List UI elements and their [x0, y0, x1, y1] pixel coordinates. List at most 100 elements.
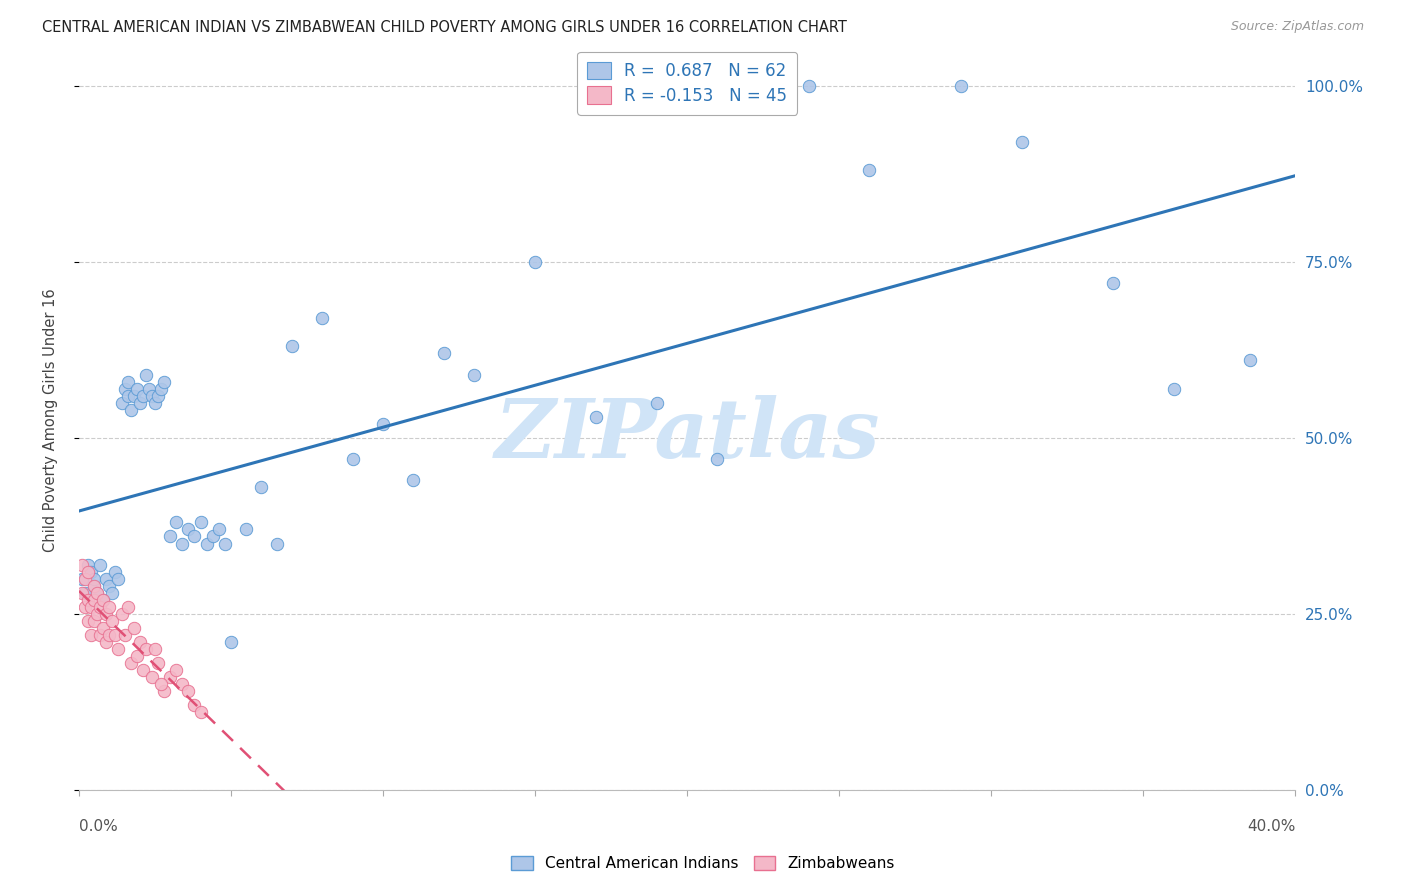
Point [371, 417, 394, 431]
Point [135, 368, 157, 382]
Point [70, 572, 93, 586]
Point [91, 621, 114, 635]
Point [70, 586, 93, 600]
Point [101, 614, 124, 628]
Point [110, 395, 132, 409]
Point [83, 592, 105, 607]
Point [107, 642, 129, 657]
Point [80, 599, 103, 614]
Point [214, 536, 236, 550]
Legend: Central American Indians, Zimbabweans: Central American Indians, Zimbabweans [505, 849, 901, 877]
Text: 40.0%: 40.0% [1247, 820, 1295, 835]
Point [143, 642, 166, 657]
Point [77, 558, 100, 572]
Point [165, 663, 187, 677]
Point [83, 579, 105, 593]
Point [117, 389, 139, 403]
Legend: R =  0.687   N = 62, R = -0.153   N = 45: R = 0.687 N = 62, R = -0.153 N = 45 [578, 52, 797, 114]
Point [183, 529, 205, 543]
Point [86, 586, 108, 600]
Point [150, 677, 173, 691]
Point [132, 663, 155, 677]
Point [101, 586, 124, 600]
Point [125, 382, 148, 396]
Point [706, 452, 728, 467]
Point [73, 586, 96, 600]
Point [463, 368, 485, 382]
Point [195, 536, 218, 550]
Text: Source: ZipAtlas.com: Source: ZipAtlas.com [1230, 20, 1364, 33]
Point [73, 572, 96, 586]
Point [1101, 276, 1123, 290]
Point [128, 395, 150, 409]
Point [190, 706, 212, 720]
Point [110, 607, 132, 621]
Point [128, 635, 150, 649]
Point [141, 670, 163, 684]
Point [235, 523, 257, 537]
Text: CENTRAL AMERICAN INDIAN VS ZIMBABWEAN CHILD POVERTY AMONG GIRLS UNDER 16 CORRELA: CENTRAL AMERICAN INDIAN VS ZIMBABWEAN CH… [42, 20, 846, 35]
Point [96, 572, 118, 586]
Point [250, 480, 273, 494]
Point [165, 516, 187, 530]
Point [77, 592, 100, 607]
Y-axis label: Child Poverty Among Girls Under 16: Child Poverty Among Girls Under 16 [44, 288, 58, 552]
Point [96, 635, 118, 649]
Point [83, 614, 105, 628]
Point [208, 523, 231, 537]
Point [91, 592, 114, 607]
Point [201, 529, 224, 543]
Point [172, 677, 194, 691]
Point [266, 536, 288, 550]
Point [159, 529, 181, 543]
Point [402, 473, 425, 487]
Point [177, 523, 200, 537]
Point [190, 516, 212, 530]
Point [150, 382, 173, 396]
Point [177, 684, 200, 698]
Point [117, 375, 139, 389]
Point [86, 586, 108, 600]
Point [138, 382, 160, 396]
Point [146, 389, 169, 403]
Point [73, 599, 96, 614]
Point [159, 670, 181, 684]
Point [153, 684, 176, 698]
Point [143, 395, 166, 409]
Point [949, 78, 972, 93]
Point [645, 395, 668, 409]
Point [98, 579, 121, 593]
Point [132, 389, 155, 403]
Point [114, 382, 136, 396]
Point [342, 452, 364, 467]
Point [83, 579, 105, 593]
Point [122, 621, 145, 635]
Point [311, 311, 333, 326]
Point [114, 628, 136, 642]
Point [141, 389, 163, 403]
Point [104, 628, 127, 642]
Point [1011, 135, 1033, 149]
Point [117, 599, 139, 614]
Point [219, 635, 242, 649]
Point [858, 163, 880, 178]
Point [80, 628, 103, 642]
Point [797, 78, 820, 93]
Point [98, 599, 121, 614]
Point [125, 649, 148, 664]
Point [1239, 353, 1261, 368]
Text: ZIPatlas: ZIPatlas [495, 395, 880, 475]
Point [281, 339, 304, 353]
Point [80, 565, 103, 579]
Point [89, 628, 111, 642]
Point [146, 656, 169, 670]
Point [98, 628, 121, 642]
Point [585, 409, 607, 424]
Point [77, 614, 100, 628]
Point [172, 536, 194, 550]
Point [77, 565, 100, 579]
Point [107, 572, 129, 586]
Text: 0.0%: 0.0% [79, 820, 118, 835]
Point [96, 607, 118, 621]
Point [89, 558, 111, 572]
